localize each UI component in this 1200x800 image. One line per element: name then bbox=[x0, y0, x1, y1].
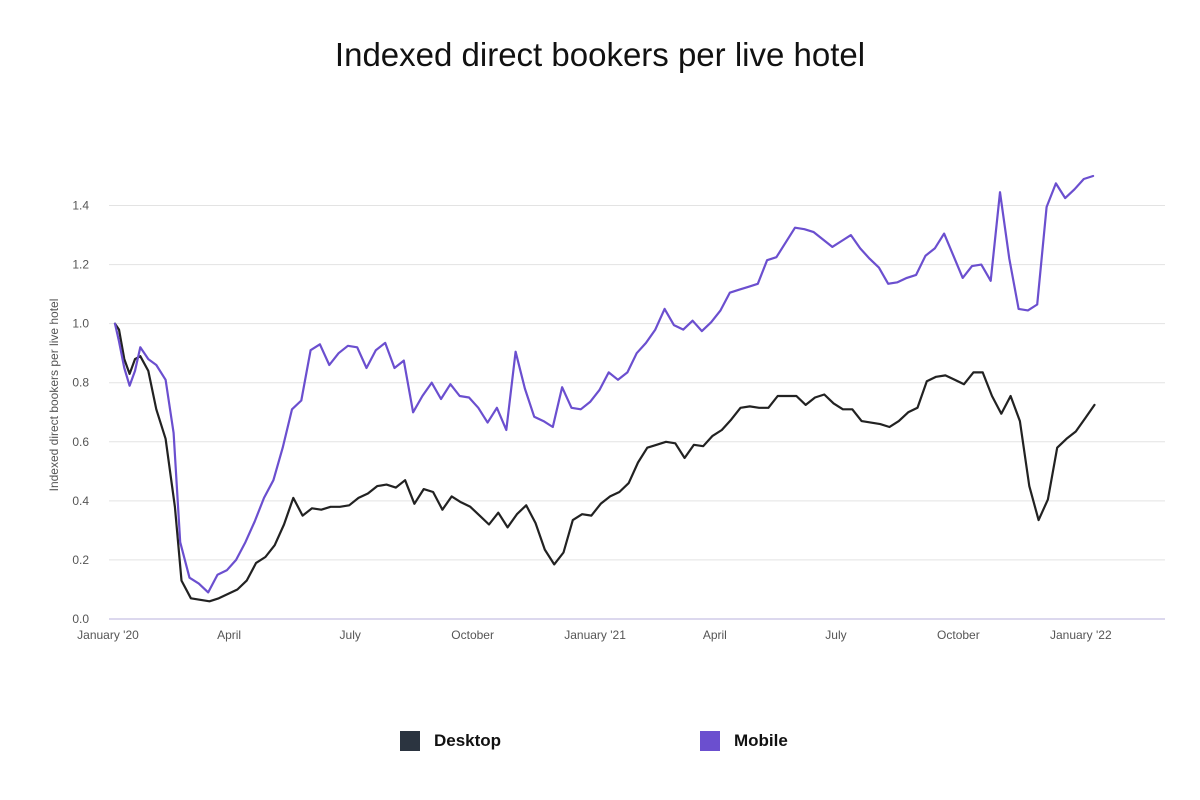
x-tick-label: October bbox=[937, 628, 980, 642]
chart-title: Indexed direct bookers per live hotel bbox=[334, 36, 866, 73]
y-tick-label: 0.0 bbox=[72, 612, 89, 626]
x-tick-label: July bbox=[340, 628, 361, 642]
series-lines bbox=[113, 174, 1096, 603]
legend-item-desktop: Desktop bbox=[400, 730, 501, 752]
x-tick-label: January '21 bbox=[564, 628, 626, 642]
series-line-mobile bbox=[113, 174, 1095, 594]
x-tick-label: January '20 bbox=[77, 628, 139, 642]
x-tick-label: April bbox=[217, 628, 241, 642]
y-tick-label: 1.0 bbox=[72, 317, 89, 331]
y-tick-label: 0.6 bbox=[72, 435, 89, 449]
y-tick-label: 1.4 bbox=[72, 199, 89, 213]
gridlines bbox=[109, 205, 1165, 561]
legend-swatch-mobile bbox=[700, 731, 720, 751]
y-tick-label: 0.4 bbox=[72, 494, 89, 508]
legend-label-desktop: Desktop bbox=[434, 731, 502, 750]
axes: 0.0 0.2 0.4 0.6 0.8 1.0 1.2 1.4 January '20 April… bbox=[72, 199, 1165, 642]
x-tick-label: April bbox=[703, 628, 727, 642]
legend-label-mobile: Mobile bbox=[734, 731, 788, 750]
x-tick-label: October bbox=[451, 628, 494, 642]
y-tick-label: 0.8 bbox=[72, 376, 89, 390]
y-tick-label: 1.2 bbox=[72, 258, 89, 272]
x-tick-label: July bbox=[825, 628, 846, 642]
x-tick-label: January '22 bbox=[1050, 628, 1112, 642]
legend-swatch-desktop bbox=[400, 731, 420, 751]
legend-item-mobile: Mobile bbox=[700, 730, 788, 752]
series-line-desktop bbox=[113, 322, 1096, 603]
y-axis-label: Indexed direct bookers per live hotel bbox=[47, 299, 61, 492]
y-tick-label: 0.2 bbox=[72, 553, 89, 567]
